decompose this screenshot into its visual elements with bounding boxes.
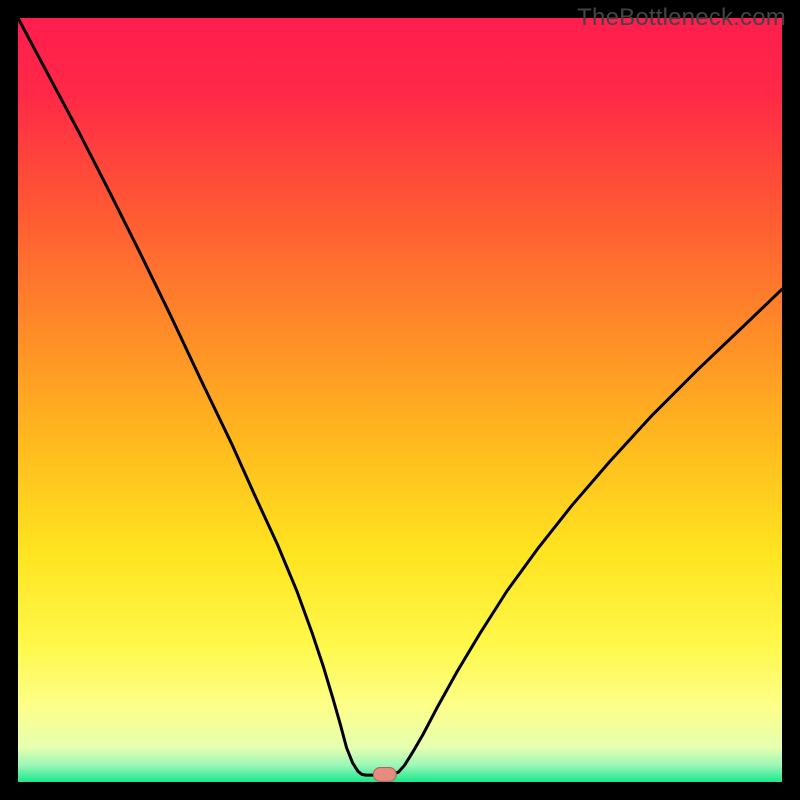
optimal-point-marker [373, 767, 396, 781]
watermark-text: TheBottleneck.com [577, 4, 786, 32]
chart-frame: TheBottleneck.com [0, 0, 800, 800]
bottleneck-curve-chart [0, 0, 800, 800]
